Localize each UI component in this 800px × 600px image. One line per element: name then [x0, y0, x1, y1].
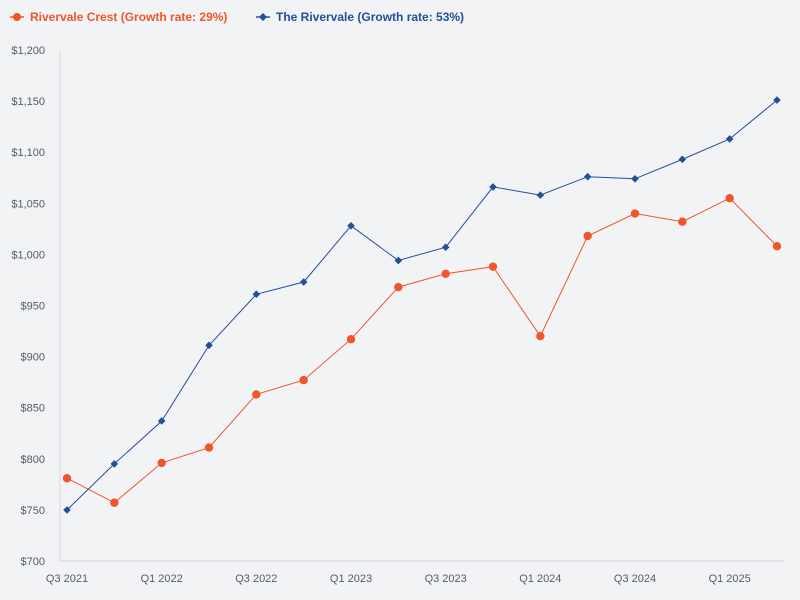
data-point: [205, 341, 213, 350]
plot-area: [62, 96, 782, 514]
data-point: [583, 172, 592, 181]
x-tick-label: Q1 2022: [141, 573, 183, 585]
data-point: [299, 375, 308, 385]
data-point: [488, 262, 498, 271]
data-point: [110, 498, 119, 507]
data-point: [725, 135, 734, 143]
y-tick-label: $1,100: [11, 147, 45, 159]
x-tick-label: Q3 2024: [614, 573, 656, 585]
data-point: [489, 183, 497, 191]
y-tick-label: $700: [21, 556, 45, 568]
data-point: [441, 269, 450, 279]
y-tick-label: $1,200: [11, 45, 45, 57]
legend: Rivervale Crest (Growth rate: 29%) The R…: [10, 10, 464, 24]
data-point: [157, 417, 166, 425]
y-tick-label: $850: [21, 403, 45, 415]
data-point: [773, 96, 781, 104]
data-point: [394, 256, 403, 265]
data-point: [725, 193, 734, 203]
x-tick-label: Q3 2023: [425, 573, 467, 585]
data-point: [347, 221, 355, 230]
data-point: [62, 474, 72, 483]
legend-diamond-marker-icon: [259, 13, 267, 21]
data-point: [536, 191, 545, 199]
data-point: [631, 174, 639, 183]
series-line-1: [66, 197, 778, 504]
y-tick-label: $800: [21, 454, 45, 466]
x-tick-label: Q3 2021: [46, 573, 88, 585]
legend-circle-marker-icon: [13, 13, 21, 21]
data-point: [157, 458, 166, 468]
data-point: [63, 506, 71, 514]
y-tick-label: $1,050: [11, 198, 45, 210]
y-tick-label: $1,000: [11, 249, 45, 261]
data-point: [772, 242, 782, 251]
x-tick-label: Q3 2022: [235, 573, 277, 585]
data-point: [204, 443, 214, 452]
data-point: [394, 282, 403, 292]
series-line-2: [66, 99, 778, 511]
legend-label: The Rivervale (Growth rate: 53%): [276, 10, 464, 24]
legend-label: Rivervale Crest (Growth rate: 29%): [30, 10, 227, 24]
data-point: [252, 390, 261, 399]
data-point: [441, 243, 450, 252]
data-point: [299, 278, 308, 286]
y-tick-label: $1,150: [11, 96, 45, 108]
data-point: [536, 331, 545, 341]
data-point: [678, 155, 687, 164]
legend-item-rivervale-crest[interactable]: Rivervale Crest (Growth rate: 29%): [10, 10, 227, 24]
data-point: [110, 460, 119, 468]
data-point: [252, 290, 261, 299]
y-tick-label: $950: [21, 301, 45, 313]
data-point: [346, 335, 356, 344]
x-tick-label: Q1 2025: [709, 573, 751, 585]
data-point: [583, 231, 592, 241]
x-tick-label: Q1 2024: [519, 573, 561, 585]
data-point: [678, 217, 687, 226]
y-tick-label: $900: [21, 352, 45, 364]
axes: $700 $750 $800 $850 $900 $950 $1,000 $1,050 $1,1…: [11, 45, 785, 585]
legend-item-the-rivervale[interactable]: The Rivervale (Growth rate: 53%): [256, 10, 464, 24]
data-point: [630, 209, 640, 218]
y-tick-label: $750: [21, 505, 45, 517]
x-tick-label: Q1 2023: [330, 573, 372, 585]
